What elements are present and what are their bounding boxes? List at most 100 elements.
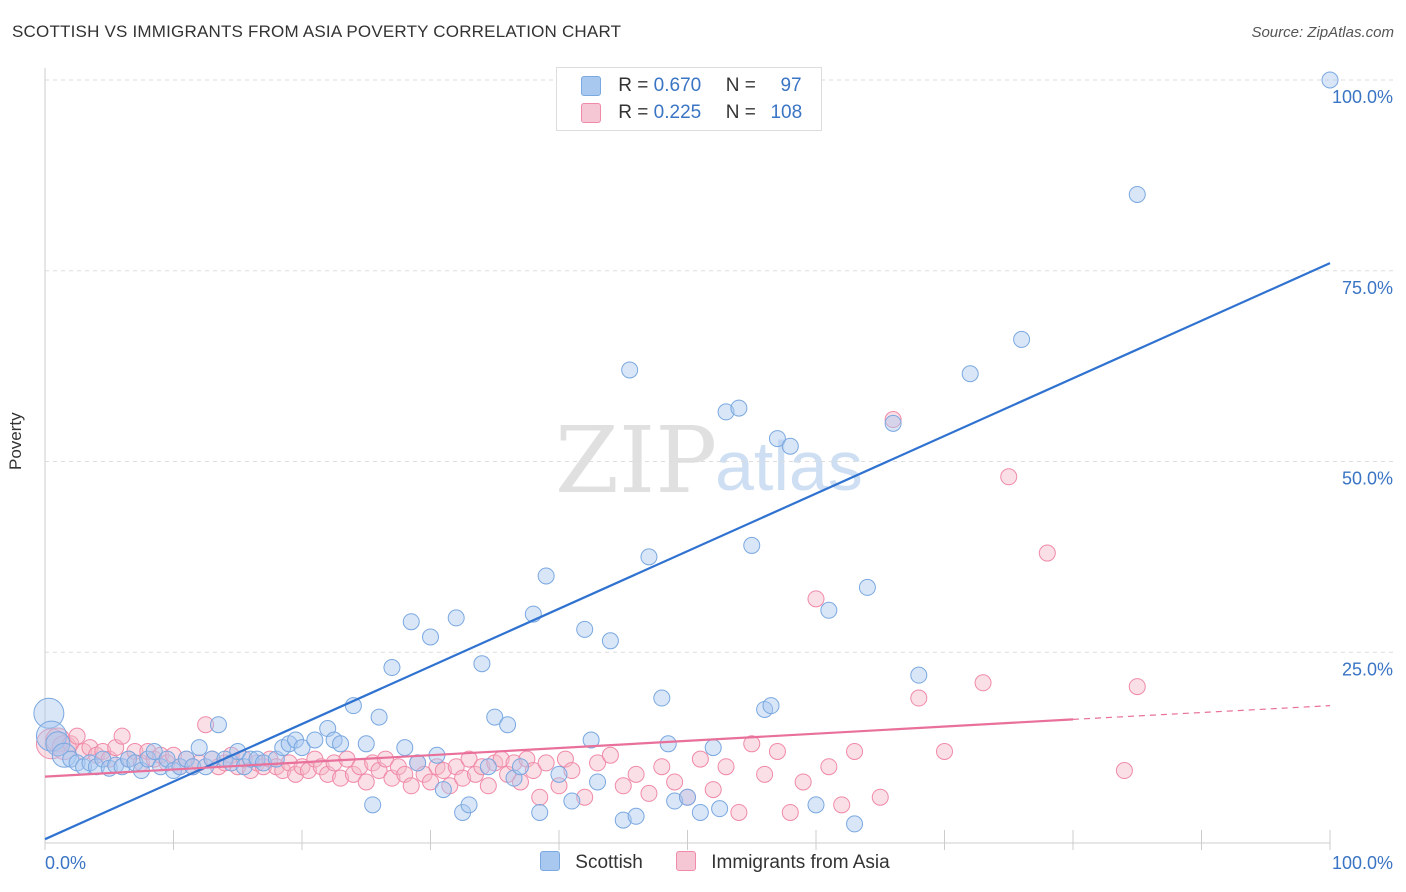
data-point xyxy=(293,739,311,757)
data-point xyxy=(422,773,439,791)
gridlines xyxy=(45,79,1395,653)
data-point xyxy=(332,735,350,753)
x-tick-label: 0.0% xyxy=(45,853,86,873)
data-point xyxy=(614,811,632,829)
data-point xyxy=(537,754,555,772)
data-point xyxy=(691,803,709,821)
legend-r-value: 0.225 xyxy=(653,102,702,123)
data-point xyxy=(846,742,864,760)
trend-line-scottish xyxy=(44,262,1331,841)
data-point xyxy=(974,674,992,692)
data-point xyxy=(357,773,375,791)
data-point xyxy=(666,773,684,791)
data-point xyxy=(910,689,928,707)
legend-r-value: 0.670 xyxy=(653,75,702,96)
data-point xyxy=(653,689,671,707)
data-point xyxy=(659,735,677,753)
data-point xyxy=(511,758,529,776)
data-point xyxy=(190,739,208,757)
bottom-legend-label: Scottish xyxy=(575,852,643,873)
legend-swatch-immigrants xyxy=(581,102,601,123)
data-point xyxy=(524,762,542,780)
data-point xyxy=(781,437,799,455)
data-point xyxy=(762,697,780,715)
data-point xyxy=(396,739,414,757)
data-point xyxy=(1128,185,1146,203)
legend-n-label: N = xyxy=(725,75,756,96)
data-point xyxy=(627,765,645,783)
data-point xyxy=(325,754,343,772)
legend-row-scottish: R = 0.670 N = 97 xyxy=(581,75,802,99)
bottom-legend-scottish[interactable]: Scottish xyxy=(540,851,643,874)
bottom-legend-swatch-immigrants xyxy=(676,851,696,872)
data-point xyxy=(704,781,722,799)
data-point xyxy=(1321,71,1339,89)
data-point xyxy=(781,803,799,821)
data-point xyxy=(563,762,581,780)
y-tick-label: 25.0% xyxy=(1342,659,1393,679)
data-point xyxy=(1013,330,1031,348)
x-tick-label: 100.0% xyxy=(1332,853,1393,873)
data-point xyxy=(743,735,761,753)
data-point xyxy=(589,773,607,791)
legend-r-label: R = xyxy=(618,102,649,123)
trend-lines xyxy=(44,262,1331,841)
bottom-legend-immigrants-from-asia[interactable]: Immigrants from Asia xyxy=(676,851,890,874)
data-point xyxy=(704,739,722,757)
data-point xyxy=(627,807,645,825)
data-point xyxy=(447,609,465,627)
data-point xyxy=(730,399,748,417)
legend-n-value: 108 xyxy=(770,102,803,123)
data-point xyxy=(473,655,491,673)
data-point xyxy=(846,815,864,833)
chart-source: Source: ZipAtlas.com xyxy=(1251,24,1394,41)
data-point xyxy=(582,731,600,749)
data-point xyxy=(35,720,67,752)
y-tick-label: 100.0% xyxy=(1332,87,1393,107)
data-point xyxy=(768,430,786,448)
axes xyxy=(44,68,1331,850)
data-point xyxy=(717,403,735,421)
trend-line-immigrants-extrapolated xyxy=(1072,705,1331,720)
data-point xyxy=(473,758,491,776)
data-point xyxy=(242,750,260,768)
data-point xyxy=(820,601,838,619)
data-point xyxy=(113,727,131,745)
data-point xyxy=(550,765,568,783)
data-point xyxy=(306,731,324,749)
legend-n-label: N = xyxy=(725,102,756,123)
data-point xyxy=(936,742,953,760)
data-point xyxy=(794,773,812,791)
data-point xyxy=(33,697,65,729)
data-point xyxy=(679,788,696,806)
data-point xyxy=(961,365,979,383)
data-point xyxy=(460,750,478,768)
data-point xyxy=(531,803,549,821)
data-point xyxy=(576,788,594,806)
data-point xyxy=(601,746,619,764)
data-point xyxy=(743,536,761,554)
data-point xyxy=(1038,544,1056,562)
data-point xyxy=(1128,678,1146,696)
data-point xyxy=(454,769,472,787)
data-point xyxy=(332,769,350,787)
data-point xyxy=(910,666,928,684)
series-scottish xyxy=(33,71,1339,833)
data-point xyxy=(871,788,889,806)
trend-line-immigrants xyxy=(44,718,1074,778)
data-point xyxy=(653,758,671,776)
data-point xyxy=(460,796,478,814)
legend-r-label: R = xyxy=(618,75,649,96)
data-point xyxy=(364,796,382,814)
data-point xyxy=(422,628,439,646)
data-point xyxy=(479,777,497,795)
data-point xyxy=(730,803,748,821)
data-point xyxy=(666,792,684,810)
data-point xyxy=(434,781,452,799)
watermark-atlas: atlas xyxy=(715,427,863,505)
data-point xyxy=(68,727,86,745)
data-point xyxy=(621,361,639,379)
data-point xyxy=(531,788,549,806)
data-point xyxy=(640,784,658,802)
correlation-legend: R = 0.670 N = 97 R = 0.225 N = 108 xyxy=(556,67,822,131)
